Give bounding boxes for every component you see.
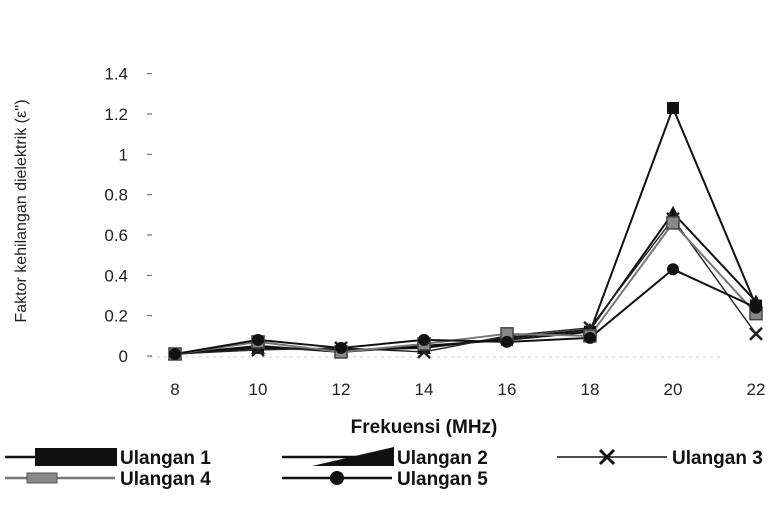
y-tick-label: 0.6 — [104, 226, 128, 245]
legend-label: Ulangan 3 — [672, 448, 763, 469]
legend-marker-circle — [330, 471, 344, 485]
data-point-ulangan-5 — [667, 263, 679, 276]
y-tick-label: 1 — [119, 145, 128, 164]
data-point-ulangan-1 — [667, 101, 679, 114]
data-point-ulangan-3 — [749, 326, 763, 341]
x-tick-label: 22 — [747, 380, 766, 399]
data-point-ulangan-5 — [169, 347, 181, 360]
x-tick-label: 8 — [170, 380, 179, 399]
x-tick-label: 16 — [498, 380, 517, 399]
x-tick-label: 10 — [249, 380, 268, 399]
legend-label: Ulangan 4 — [120, 469, 211, 490]
legend-item-ulangan-2: Ulangan 2 — [282, 447, 488, 469]
legend-label: Ulangan 5 — [397, 469, 488, 490]
y-tick-label: 0.8 — [104, 186, 128, 205]
y-axis-ticks: 0 0.2 0.4 0.6 0.8 1 1.2 1.4 — [104, 65, 152, 366]
legend-item-ulangan-1: Ulangan 1 — [5, 448, 211, 469]
series-markers — [168, 101, 763, 361]
series-line-ulangan-3 — [174, 218, 757, 355]
legend-marker-square — [35, 448, 117, 466]
data-point-ulangan-5 — [750, 301, 762, 314]
y-tick-label: 0.2 — [104, 307, 128, 326]
y-tick-label: 1.4 — [104, 65, 128, 84]
series-line-ulangan-4 — [174, 221, 757, 355]
x-tick-label: 12 — [332, 380, 351, 399]
data-point-ulangan-4 — [666, 216, 680, 230]
legend: Ulangan 1 Ulangan 2 Ulangan 3 Ulangan 4 Ulan… — [5, 447, 763, 490]
x-tick-label: 14 — [415, 380, 434, 399]
legend-marker-x — [598, 448, 616, 466]
x-axis-label: Frekuensi (MHz) — [351, 417, 498, 438]
x-tick-label: 20 — [664, 380, 683, 399]
data-point-ulangan-5 — [252, 333, 264, 346]
legend-marker-square-grey — [26, 472, 58, 484]
x-tick-label: 18 — [581, 380, 600, 399]
data-point-ulangan-5 — [584, 331, 596, 344]
x-axis-ticks: 8 10 12 14 16 18 20 22 — [170, 380, 765, 399]
y-tick-label: 1.2 — [104, 105, 128, 124]
series-line-ulangan-2 — [174, 211, 757, 355]
data-point-ulangan-5 — [501, 335, 513, 348]
legend-item-ulangan-3: Ulangan 3 — [557, 448, 763, 469]
series-line-ulangan-5 — [174, 268, 757, 355]
data-point-ulangan-5 — [418, 333, 430, 346]
y-axis-label: Faktor kehilangan dielektrik (ε'') — [13, 99, 30, 322]
y-tick-label: 0.4 — [104, 266, 128, 285]
legend-item-ulangan-4: Ulangan 4 — [5, 469, 211, 490]
data-point-ulangan-5 — [335, 341, 347, 354]
legend-marker-triangle — [312, 447, 394, 466]
series-lines — [174, 106, 757, 355]
series-line-ulangan-1 — [174, 106, 757, 355]
y-tick-label: 0 — [119, 347, 128, 366]
legend-item-ulangan-5: Ulangan 5 — [282, 469, 488, 490]
legend-label: Ulangan 1 — [120, 448, 211, 469]
legend-label: Ulangan 2 — [397, 448, 488, 469]
